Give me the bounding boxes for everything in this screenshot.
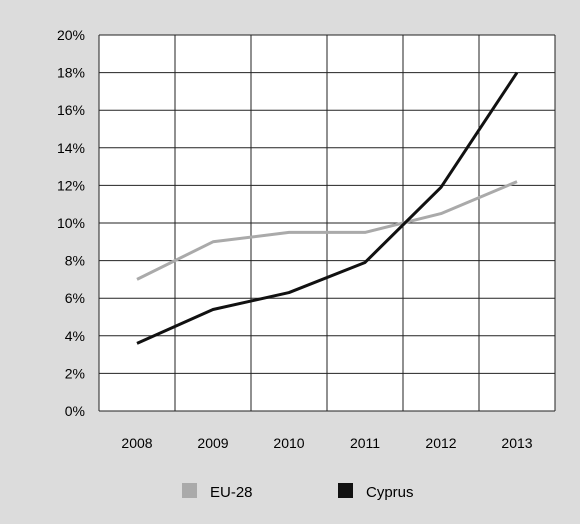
legend-label-eu-28: EU-28 — [210, 484, 253, 501]
y-tick-label: 2% — [65, 365, 85, 381]
x-tick-label: 2010 — [273, 435, 304, 451]
y-tick-label: 6% — [65, 290, 85, 306]
y-tick-label: 14% — [57, 140, 85, 156]
x-tick-label: 2012 — [425, 435, 456, 451]
y-tick-label: 18% — [57, 65, 85, 81]
y-axis-ticks: 0% 2% 4% 6% 8% 10% 12% 14% 16% 18% 20% — [57, 27, 85, 419]
y-tick-label: 16% — [57, 102, 85, 118]
y-tick-label: 0% — [65, 403, 85, 419]
series-lines — [136, 71, 519, 345]
y-tick-label: 12% — [57, 177, 85, 193]
x-tick-label: 2009 — [197, 435, 228, 451]
legend-swatch-cyprus — [338, 483, 353, 498]
y-tick-label: 4% — [65, 328, 85, 344]
x-axis-ticks: 2008 2009 2010 2011 2012 2013 — [121, 435, 532, 451]
x-tick-label: 2011 — [350, 435, 380, 451]
grid — [98, 34, 556, 412]
series-line-eu-28 — [136, 180, 518, 281]
legend-label-cyprus: Cyprus — [366, 484, 414, 501]
legend-swatch-eu-28 — [182, 483, 197, 498]
x-tick-label: 2008 — [121, 435, 152, 451]
legend: EU-28 Cyprus — [182, 483, 414, 501]
y-tick-label: 10% — [57, 215, 85, 231]
series-line-cyprus — [136, 71, 519, 345]
x-tick-label: 2013 — [501, 435, 532, 451]
y-tick-label: 8% — [65, 253, 85, 269]
y-tick-label: 20% — [57, 27, 85, 43]
